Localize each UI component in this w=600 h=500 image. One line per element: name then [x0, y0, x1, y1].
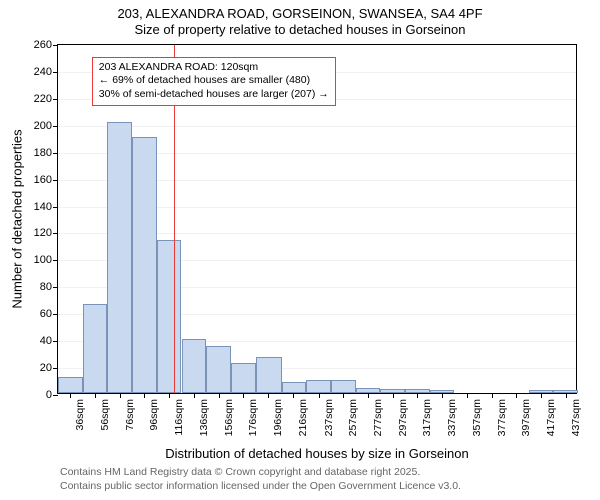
x-tick-label: 317sqm — [421, 399, 433, 436]
grid-line — [58, 126, 576, 127]
annotation-line-2: ← 69% of detached houses are smaller (48… — [99, 74, 329, 87]
y-axis-title: Number of detached properties — [10, 129, 25, 308]
x-tick-label: 156sqm — [223, 399, 235, 436]
x-tick-mark — [417, 393, 418, 398]
x-tick-label: 337sqm — [446, 399, 458, 436]
histogram-bar — [256, 357, 282, 393]
y-tick-label: 240 — [34, 66, 58, 78]
y-tick-label: 200 — [34, 120, 58, 132]
y-tick-label: 120 — [34, 227, 58, 239]
x-tick-mark — [243, 393, 244, 398]
x-tick-label: 116sqm — [173, 399, 185, 436]
x-tick-mark — [120, 393, 121, 398]
histogram-bar — [282, 382, 307, 393]
histogram-bar — [182, 339, 207, 393]
x-tick-label: 176sqm — [247, 399, 259, 436]
histogram-bar — [132, 137, 157, 393]
x-tick-mark — [516, 393, 517, 398]
y-tick-label: 80 — [40, 281, 58, 293]
x-tick-label: 96sqm — [148, 399, 160, 431]
y-tick-label: 160 — [34, 174, 58, 186]
y-tick-label: 40 — [40, 335, 58, 347]
histogram-bar — [83, 304, 108, 393]
footer-attribution: Contains HM Land Registry data © Crown c… — [60, 466, 461, 493]
histogram-bar — [206, 346, 231, 393]
x-tick-mark — [467, 393, 468, 398]
y-tick-label: 220 — [34, 93, 58, 105]
y-tick-label: 20 — [40, 362, 58, 374]
x-tick-label: 196sqm — [272, 399, 284, 436]
x-tick-mark — [566, 393, 567, 398]
histogram-bar — [58, 377, 83, 393]
annotation-line-3: 30% of semi-detached houses are larger (… — [99, 88, 329, 101]
y-tick-label: 0 — [46, 389, 58, 401]
x-tick-mark — [393, 393, 394, 398]
chart-plot-area: 02040608010012014016018020022024026036sq… — [57, 44, 577, 394]
footer-line-2: Contains public sector information licen… — [60, 480, 461, 494]
y-tick-label: 100 — [34, 254, 58, 266]
x-tick-label: 237sqm — [323, 399, 335, 436]
x-tick-label: 136sqm — [198, 399, 210, 436]
title-line-2: Size of property relative to detached ho… — [0, 22, 600, 38]
annotation-box: 203 ALEXANDRA ROAD: 120sqm← 69% of detac… — [92, 57, 336, 105]
x-tick-mark — [194, 393, 195, 398]
x-tick-mark — [70, 393, 71, 398]
x-axis-title: Distribution of detached houses by size … — [57, 446, 577, 461]
footer-line-1: Contains HM Land Registry data © Crown c… — [60, 466, 461, 480]
x-tick-mark — [492, 393, 493, 398]
x-tick-mark — [293, 393, 294, 398]
x-tick-mark — [95, 393, 96, 398]
histogram-bar — [306, 380, 331, 393]
histogram-bar — [231, 363, 256, 393]
x-tick-mark — [144, 393, 145, 398]
title-line-1: 203, ALEXANDRA ROAD, GORSEINON, SWANSEA,… — [0, 6, 600, 22]
y-tick-label: 180 — [34, 147, 58, 159]
x-tick-mark — [343, 393, 344, 398]
x-tick-label: 377sqm — [496, 399, 508, 436]
x-tick-label: 357sqm — [471, 399, 483, 436]
x-tick-label: 397sqm — [520, 399, 532, 436]
histogram-bar — [107, 122, 132, 393]
x-tick-label: 417sqm — [545, 399, 557, 436]
y-tick-label: 60 — [40, 308, 58, 320]
x-tick-mark — [442, 393, 443, 398]
x-tick-mark — [319, 393, 320, 398]
x-tick-mark — [368, 393, 369, 398]
x-tick-label: 76sqm — [124, 399, 136, 431]
x-tick-label: 297sqm — [397, 399, 409, 436]
x-tick-label: 56sqm — [99, 399, 111, 431]
histogram-bar — [157, 240, 182, 393]
x-tick-mark — [541, 393, 542, 398]
y-tick-label: 140 — [34, 201, 58, 213]
x-tick-label: 36sqm — [74, 399, 86, 431]
x-tick-label: 277sqm — [372, 399, 384, 436]
page-title: 203, ALEXANDRA ROAD, GORSEINON, SWANSEA,… — [0, 6, 600, 39]
x-tick-mark — [219, 393, 220, 398]
x-tick-label: 437sqm — [570, 399, 582, 436]
x-tick-label: 257sqm — [347, 399, 359, 436]
x-tick-label: 216sqm — [297, 399, 309, 436]
histogram-bar — [331, 380, 356, 393]
y-tick-label: 260 — [34, 39, 58, 51]
x-tick-mark — [268, 393, 269, 398]
annotation-line-1: 203 ALEXANDRA ROAD: 120sqm — [99, 61, 329, 74]
x-tick-mark — [169, 393, 170, 398]
